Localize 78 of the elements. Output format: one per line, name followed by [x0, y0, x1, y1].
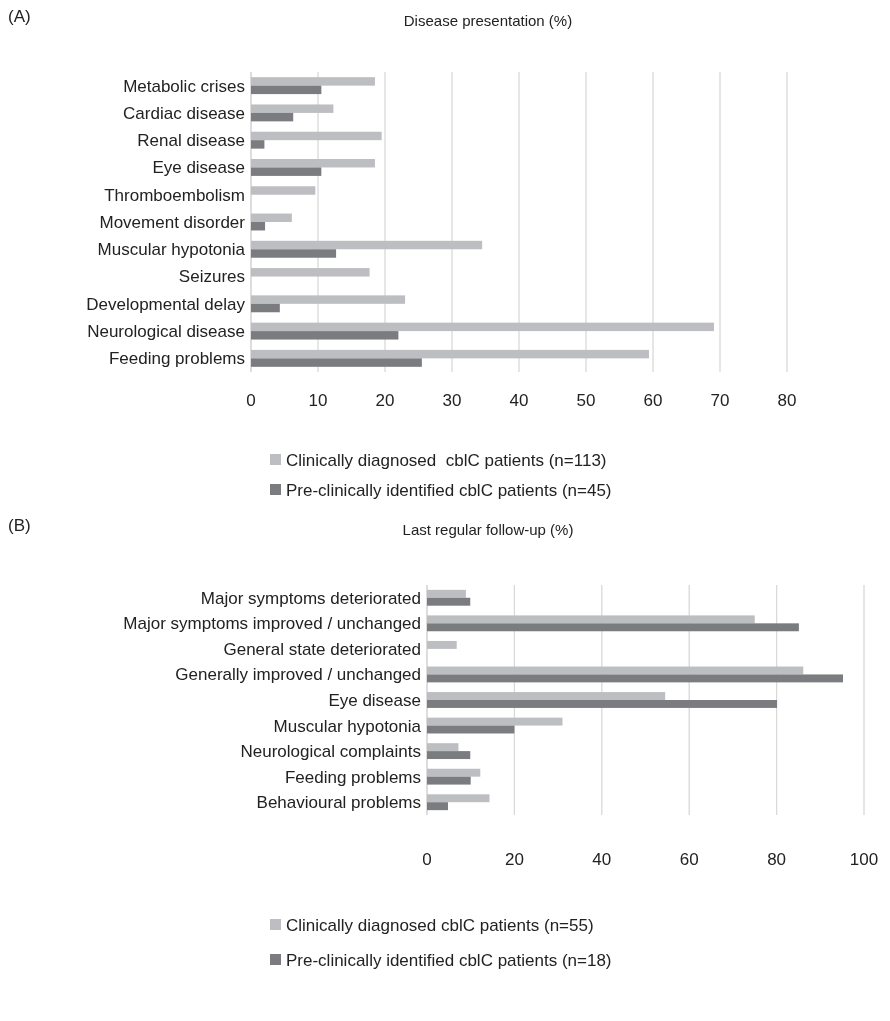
bar	[427, 776, 471, 785]
y-tick-label: Movement disorder	[99, 212, 246, 232]
bar	[427, 794, 490, 803]
x-tick-label: 50	[576, 391, 596, 410]
bar	[251, 140, 265, 149]
chart-title: Disease presentation (%)	[403, 12, 573, 29]
bar	[251, 322, 714, 332]
bar	[251, 186, 316, 195]
y-tick-label: Feeding problems	[108, 349, 245, 369]
x-tick-label: 60	[643, 391, 663, 410]
y-tick-label: Feeding problems	[284, 767, 421, 787]
y-tick-label: Cardiac disease	[123, 103, 245, 123]
bar	[427, 615, 755, 624]
bar	[251, 112, 294, 122]
y-tick-label: Developmental delay	[86, 294, 246, 314]
bar	[427, 597, 471, 606]
y-tick-label: Eye disease	[152, 158, 245, 178]
bar	[251, 303, 280, 313]
y-tick-label: Muscular hypotonia	[273, 716, 422, 736]
y-tick-label: Neurological disease	[87, 322, 245, 342]
y-tick-label: Generally improved / unchanged	[175, 665, 421, 685]
bar	[251, 249, 337, 258]
bar	[251, 331, 399, 340]
bar	[251, 85, 322, 95]
x-tick-label: 40	[509, 391, 529, 410]
bar	[251, 131, 382, 141]
bar	[251, 167, 322, 176]
y-tick-label: Metabolic crises	[123, 76, 245, 96]
x-tick-label: 60	[679, 850, 699, 869]
y-tick-label: Renal disease	[137, 131, 245, 151]
bar	[427, 589, 466, 598]
y-tick-label: Behavioural problems	[256, 793, 421, 813]
chart-title: Last regular follow-up (%)	[402, 521, 574, 538]
bar	[251, 77, 375, 86]
text: (B)	[8, 516, 31, 535]
text: (A)	[8, 7, 31, 26]
x-tick-label: 80	[777, 391, 797, 410]
bar	[427, 802, 448, 811]
bar	[427, 640, 457, 649]
bar	[251, 213, 292, 222]
bar	[427, 674, 844, 683]
bar	[427, 751, 471, 760]
x-tick-label: 0	[246, 391, 256, 410]
legend-label: Clinically diagnosed cblC patients (n=55)	[286, 915, 594, 935]
x-tick-label: 40	[592, 850, 612, 869]
bar	[251, 349, 649, 359]
y-tick-label: Seizures	[178, 267, 245, 287]
bar	[427, 692, 666, 700]
bar	[427, 768, 481, 777]
bar	[427, 717, 563, 726]
legend-label: Pre-clinically identified cblC patients (n=18)	[286, 950, 612, 970]
bar	[427, 700, 778, 708]
y-tick-label: Eye disease	[328, 690, 421, 710]
x-tick-label: 30	[442, 391, 462, 410]
y-tick-label: Neurological complaints	[240, 742, 421, 762]
bar	[427, 623, 799, 632]
x-tick-label: 80	[767, 850, 787, 869]
bar	[251, 240, 483, 250]
bar	[251, 295, 406, 304]
bar	[427, 743, 459, 752]
x-tick-label: 20	[375, 391, 395, 410]
bar	[251, 268, 370, 277]
x-tick-label: 70	[710, 391, 730, 410]
x-tick-label: 0	[422, 850, 432, 869]
bar	[251, 104, 334, 113]
y-tick-label: Muscular hypotonia	[97, 240, 246, 260]
y-tick-label: Major symptoms deteriorated	[200, 588, 421, 608]
x-tick-label: 100	[849, 850, 879, 869]
x-tick-label: 10	[308, 391, 328, 410]
y-tick-label: General state deteriorated	[223, 639, 421, 659]
y-tick-label: Thromboembolism	[104, 185, 245, 205]
bar	[251, 159, 375, 168]
legend-label: Pre-clinically identified cblC patients (n=45)	[286, 480, 612, 500]
legend-label: Clinically diagnosed cblC patients (n=113)	[286, 450, 607, 470]
bar	[251, 222, 266, 231]
x-tick-label: 20	[504, 850, 524, 869]
y-tick-label: Major symptoms improved / unchanged	[123, 614, 421, 634]
bar	[251, 358, 422, 367]
